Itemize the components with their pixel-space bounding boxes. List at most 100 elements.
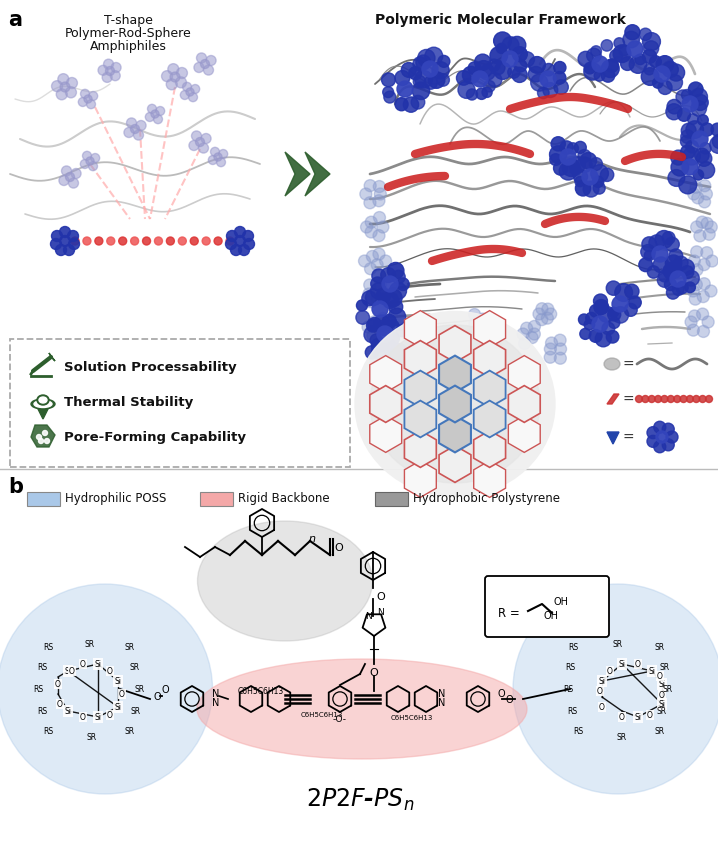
Circle shape — [640, 246, 656, 260]
Circle shape — [545, 309, 556, 321]
Circle shape — [422, 62, 438, 78]
Circle shape — [574, 170, 587, 184]
Circle shape — [554, 73, 566, 85]
Circle shape — [593, 183, 605, 195]
Polygon shape — [285, 153, 310, 197]
Circle shape — [377, 321, 392, 336]
Circle shape — [533, 309, 545, 321]
Circle shape — [681, 146, 695, 160]
Circle shape — [699, 181, 711, 192]
Circle shape — [167, 79, 177, 90]
Text: N: N — [365, 612, 372, 621]
Text: N: N — [212, 688, 220, 698]
Circle shape — [685, 316, 697, 328]
Text: SR: SR — [660, 663, 670, 672]
Circle shape — [384, 365, 399, 381]
Circle shape — [389, 283, 406, 300]
Polygon shape — [38, 408, 48, 419]
Circle shape — [382, 277, 398, 293]
Circle shape — [649, 235, 664, 252]
Circle shape — [206, 57, 216, 67]
Circle shape — [362, 322, 374, 333]
Circle shape — [574, 142, 587, 154]
Circle shape — [654, 441, 666, 453]
Circle shape — [550, 154, 561, 166]
Text: RS: RS — [37, 663, 47, 672]
Circle shape — [373, 230, 385, 242]
Text: O: O — [607, 667, 613, 676]
Circle shape — [469, 309, 480, 322]
Circle shape — [685, 283, 696, 293]
Circle shape — [667, 396, 674, 403]
Circle shape — [711, 124, 718, 137]
Text: Si: Si — [65, 667, 72, 676]
Circle shape — [528, 57, 546, 74]
Circle shape — [599, 307, 615, 323]
Circle shape — [162, 72, 172, 83]
Ellipse shape — [604, 359, 620, 371]
Text: O: O — [619, 712, 625, 722]
Circle shape — [538, 88, 549, 100]
Circle shape — [470, 326, 482, 338]
Circle shape — [78, 99, 88, 107]
Circle shape — [712, 135, 718, 149]
Ellipse shape — [34, 401, 52, 408]
Circle shape — [681, 267, 694, 279]
Circle shape — [521, 322, 533, 335]
Circle shape — [703, 229, 715, 241]
Circle shape — [488, 60, 500, 73]
Circle shape — [198, 143, 208, 154]
Ellipse shape — [39, 398, 47, 403]
Circle shape — [589, 305, 602, 318]
Circle shape — [467, 89, 477, 101]
Circle shape — [475, 55, 491, 71]
Circle shape — [80, 160, 89, 170]
Circle shape — [595, 72, 605, 82]
Circle shape — [549, 147, 567, 164]
Text: O: O — [505, 694, 513, 704]
Circle shape — [686, 122, 704, 139]
Text: =: = — [623, 430, 635, 445]
Circle shape — [601, 70, 615, 83]
Circle shape — [623, 32, 640, 49]
Circle shape — [395, 363, 410, 378]
Text: III: III — [449, 333, 461, 347]
Text: RS: RS — [567, 706, 577, 716]
Circle shape — [365, 263, 376, 275]
Circle shape — [42, 431, 47, 436]
Polygon shape — [439, 387, 471, 423]
Circle shape — [584, 63, 601, 81]
Circle shape — [650, 57, 661, 68]
Text: SR: SR — [663, 684, 673, 694]
Circle shape — [665, 262, 682, 279]
Circle shape — [528, 68, 544, 83]
Text: SR: SR — [87, 733, 97, 742]
Circle shape — [698, 163, 714, 179]
Circle shape — [71, 170, 81, 179]
Text: Si: Si — [618, 660, 625, 668]
Circle shape — [369, 352, 381, 364]
Circle shape — [376, 328, 388, 340]
Text: O: O — [370, 668, 378, 677]
Polygon shape — [49, 354, 55, 361]
Circle shape — [437, 74, 449, 87]
Polygon shape — [404, 461, 437, 498]
Circle shape — [620, 57, 634, 72]
Text: RS: RS — [565, 663, 575, 672]
Circle shape — [365, 227, 377, 239]
Circle shape — [526, 333, 538, 344]
Circle shape — [374, 279, 386, 291]
Circle shape — [686, 396, 694, 403]
Circle shape — [180, 91, 190, 100]
Circle shape — [83, 152, 91, 161]
Ellipse shape — [197, 659, 527, 759]
Circle shape — [554, 62, 566, 74]
Circle shape — [551, 138, 565, 152]
Circle shape — [86, 158, 94, 166]
Circle shape — [60, 83, 70, 93]
Circle shape — [147, 106, 157, 114]
Text: RS: RS — [43, 643, 53, 652]
Text: O: O — [647, 711, 653, 720]
Circle shape — [635, 396, 643, 403]
Circle shape — [372, 343, 389, 360]
